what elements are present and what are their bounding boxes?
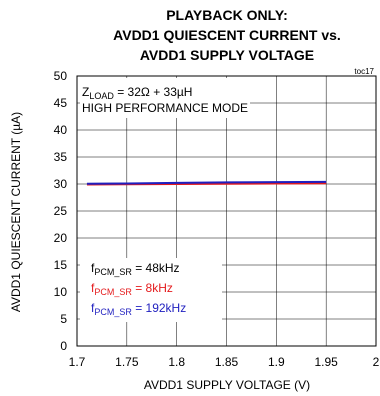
series-lines	[86, 180, 327, 186]
chart-title-line-1: PLAYBACK ONLY:	[166, 7, 288, 23]
mode-annotation: HIGH PERFORMANCE MODE	[82, 101, 248, 115]
figure-ref: toc17	[354, 67, 374, 76]
x-tick-label: 1.7	[69, 355, 86, 369]
y-tick-label: 0	[60, 339, 67, 353]
legend-entry-8k: fPCM_SR = 8kHz	[91, 281, 173, 297]
legend-entry-192k: fPCM_SR = 192kHz	[91, 301, 186, 317]
x-tick-label: 1.95	[314, 355, 338, 369]
y-tick-label: 10	[54, 285, 68, 299]
legend-8k-sub: PCM_SR	[94, 287, 132, 297]
y-tick-label: 25	[54, 204, 68, 218]
legend-192k-sub: PCM_SR	[94, 307, 132, 317]
y-tick-label: 30	[54, 177, 68, 191]
legend: fPCM_SR = 48kHz fPCM_SR = 8kHz fPCM_SR =…	[80, 258, 222, 322]
zload-sub: LOAD	[89, 91, 114, 101]
legend-8k-prefix: f	[91, 281, 95, 295]
legend-192k-prefix: f	[91, 301, 95, 315]
x-tick-label: 1.9	[268, 355, 285, 369]
legend-48k-value: = 48kHz	[132, 261, 180, 275]
y-tick-label: 20	[54, 231, 68, 245]
plot-frame	[76, 75, 377, 347]
x-tick-label: 1.75	[115, 355, 139, 369]
y-tick-label: 45	[54, 96, 68, 110]
legend-entry-48k: fPCM_SR = 48kHz	[91, 261, 180, 277]
x-tick-labels: 1.7 1.75 1.8 1.85 1.9 1.95 2	[69, 355, 380, 369]
chart-title: PLAYBACK ONLY: AVDD1 QUIESCENT CURRENT v…	[113, 7, 341, 63]
chart-title-line-2: AVDD1 QUIESCENT CURRENT vs.	[113, 27, 341, 43]
conditions-annotation: ZLOAD = 32Ω + 33µH HIGH PERFORMANCE MODE	[80, 78, 250, 118]
zload-value: = 32Ω + 33µH	[114, 85, 193, 99]
legend-192k-value: = 192kHz	[132, 301, 186, 315]
zload-annotation: ZLOAD = 32Ω + 33µH	[82, 85, 192, 101]
y-tick-label: 35	[54, 150, 68, 164]
y-tick-label: 40	[54, 123, 68, 137]
y-tick-label: 5	[60, 312, 67, 326]
legend-48k-prefix: f	[91, 261, 95, 275]
y-tick-labels: 0 5 10 15 20 25 30 35 40 45 50	[54, 69, 68, 353]
x-tick-label: 1.8	[168, 355, 185, 369]
zload-prefix: Z	[82, 85, 89, 99]
legend-8k-value: = 8kHz	[132, 281, 173, 295]
series-line-192khz	[86, 180, 327, 185]
y-tick-label: 50	[54, 69, 68, 83]
chart-title-line-3: AVDD1 SUPPLY VOLTAGE	[140, 47, 314, 63]
x-tick-label: 2	[373, 355, 380, 369]
x-tick-label: 1.85	[215, 355, 239, 369]
x-axis-label: AVDD1 SUPPLY VOLTAGE (V)	[144, 378, 310, 392]
y-axis-label: AVDD1 QUIESCENT CURRENT (µA)	[9, 112, 23, 312]
y-tick-label: 15	[54, 258, 68, 272]
legend-48k-sub: PCM_SR	[94, 267, 132, 277]
